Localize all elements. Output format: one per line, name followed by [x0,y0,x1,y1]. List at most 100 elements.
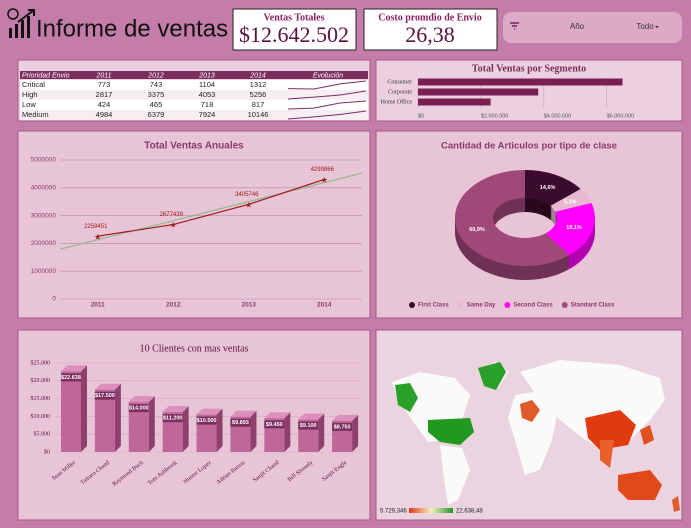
bar-top [332,414,359,421]
chart-title: Total Ventas Anuales [144,141,244,152]
filter-dropdown[interactable]: Todo [636,22,654,31]
bar-top [94,383,121,390]
chart-title: Cantidad de Articulos por tipo de clase [441,141,617,152]
table-row [20,90,368,100]
table-cell: 10146 [248,110,269,119]
table-row [20,110,368,120]
table-cell: Low [22,100,36,109]
slice [455,170,570,266]
table-header [20,71,368,79]
table-cell: 6379 [148,110,165,119]
data-label-bg [128,404,149,413]
sparkline [287,90,367,100]
point-marker: ★ [94,232,101,241]
data-label-bg [162,414,183,423]
x-tick-label: 2012 [166,302,181,309]
sparkline [287,80,367,90]
bar-side [216,408,223,452]
table-cell: 7924 [199,110,216,119]
bar-top [264,412,291,419]
page-title: Informe de ventas [36,15,228,42]
data-label: $8.750 [334,424,351,430]
data-label: $17.500 [95,393,115,399]
world-map [392,360,680,512]
data-label: 60,9% [469,227,485,233]
filter-label: Año [570,22,585,31]
kpi-label: Ventas Totales [263,12,324,23]
trendline [59,172,363,250]
bar-side [114,383,121,452]
y-tick-label: 1000000 [31,268,57,275]
pie-panel [375,130,683,319]
map-legend-min: 5.729,346 [380,509,407,515]
bar-side [182,406,189,452]
legend-swatch [561,302,568,308]
dropdown-arrow[interactable] [655,26,659,28]
y-tick-label: Corporate [388,89,412,95]
bar-top [230,410,257,417]
x-tick-label: 2014 [317,302,332,309]
data-label-bg [298,421,319,430]
bar-top [162,406,189,413]
data-label: 4299866 [311,167,335,173]
line-panel [17,130,371,319]
data-label-bg [230,418,251,427]
legend-label: Standard Class [571,303,615,309]
legend-label: Second Class [513,303,553,309]
y-tick-label: 0 [52,296,56,303]
bar [418,78,623,86]
table-cell: 4984 [96,110,113,119]
x-tick-label: 2013 [242,302,257,309]
kpi-card [363,8,498,51]
data-label: $10.500 [197,418,217,424]
y-tick-label: 4000000 [31,185,57,192]
filter-panel [503,12,682,43]
table-cell: 465 [150,100,163,109]
data-label: 2259451 [84,224,108,230]
y-tick-label: $15.000 [31,395,51,402]
line [97,178,325,237]
y-tick-label: Consumer [387,79,412,85]
data-label: $9.893 [232,420,249,426]
table-cell: 1312 [250,80,267,89]
table-cell: 817 [252,100,265,109]
data-label: 14,6% [540,185,556,191]
legend-swatch [457,302,464,308]
logo [7,8,35,38]
legend-label: First Class [418,303,449,309]
kpi-value: $12.642.502 [239,22,349,47]
table-cell: 5256 [250,90,267,99]
y-tick-label: 5000000 [31,157,57,164]
table-cell: 2817 [96,90,113,99]
column-header: 2013 [198,72,215,79]
column-header: 2012 [147,72,164,79]
x-tick-label: $0 [418,113,424,119]
y-tick-label: $0 [44,448,50,455]
bar-side [250,410,257,452]
column-header: Evolución [313,72,343,79]
table-row [20,80,368,90]
y-tick-label: Home Office [381,98,413,105]
data-label: $9.100 [300,423,317,429]
bar-side [81,365,87,452]
y-tick-label: $5.000 [34,431,51,438]
slice [550,188,592,212]
x-tick-label: $4.000.000 [544,113,572,119]
column-header: 2011 [95,72,111,79]
bar-top [298,413,325,420]
table-cell: Critical [22,80,45,89]
column-header: 2014 [249,72,266,79]
bar [418,98,491,106]
data-label: 3405746 [235,192,259,198]
table-cell: 743 [150,80,163,89]
legend-label: Same Day [467,303,496,309]
data-label: $22.638 [61,375,81,381]
bar [418,88,539,96]
bar [61,371,81,452]
table-cell: 773 [98,80,111,89]
filter-icon[interactable] [510,22,519,30]
table-cell: High [22,90,37,99]
kpi-value: 26,38 [405,22,455,47]
data-label: $9.450 [266,422,283,428]
